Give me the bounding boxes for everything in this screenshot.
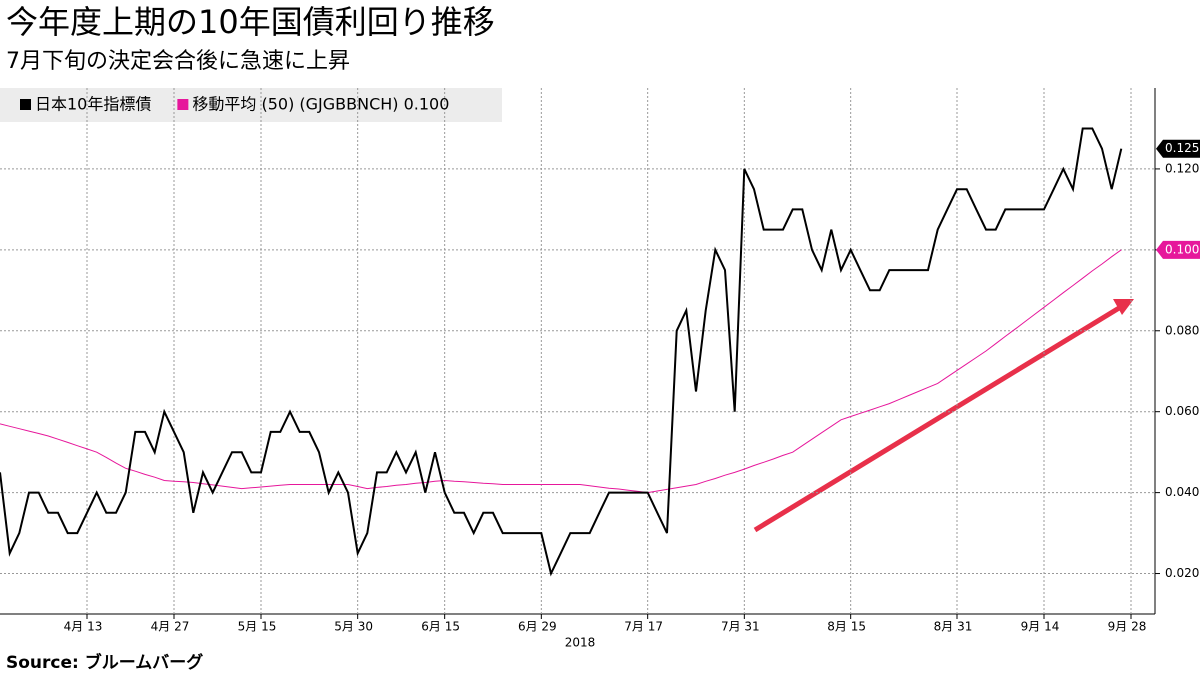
x-tick-label: 6月 29 [518,620,557,634]
x-tick-label: 5月 15 [238,620,277,634]
end-label: 0.125 [1165,141,1199,155]
chart-subtitle: 7月下旬の決定会合後に急速に上昇 [6,49,350,74]
y-tick-label: 0.120 [1165,161,1199,175]
year-label: 2018 [565,636,596,650]
x-tick-label: 7月 31 [721,620,760,634]
source: Source: ブルームバーグ [6,652,203,673]
y-tick-label: 0.020 [1165,566,1199,580]
x-tick-label: 4月 27 [151,620,190,634]
end-label: 0.100 [1165,242,1199,256]
arrow [753,302,1126,533]
x-tick-label: 7月 17 [624,620,663,634]
x-tick-label: 9月 14 [1021,620,1060,634]
x-tick-label: 8月 15 [827,620,866,634]
x-tick-label: 4月 13 [64,620,103,634]
legend-box [0,88,502,122]
end-tag [1156,240,1200,259]
x-tick-label: 5月 30 [334,620,373,634]
legend-swatch [177,99,189,110]
x-tick-label: 6月 15 [421,620,460,634]
chart-title: 今年度上期の10年国債利回り推移 [6,3,495,41]
line [0,249,1122,494]
legend-swatch [20,99,31,110]
arrow-head [1113,299,1134,315]
y-tick-label: 0.080 [1165,323,1199,337]
legend-label: 日本10年指標債 [35,95,151,114]
x-tick-label: 9月 28 [1108,620,1147,634]
y-tick-label: 0.040 [1165,485,1199,499]
end-tag [1156,139,1200,158]
legend-label: 移動平均 (50) (GJGBBNCH) 0.100 [192,95,449,114]
x-tick-label: 8月 31 [934,620,973,634]
line [0,127,1123,577]
y-tick-label: 0.060 [1165,404,1199,418]
